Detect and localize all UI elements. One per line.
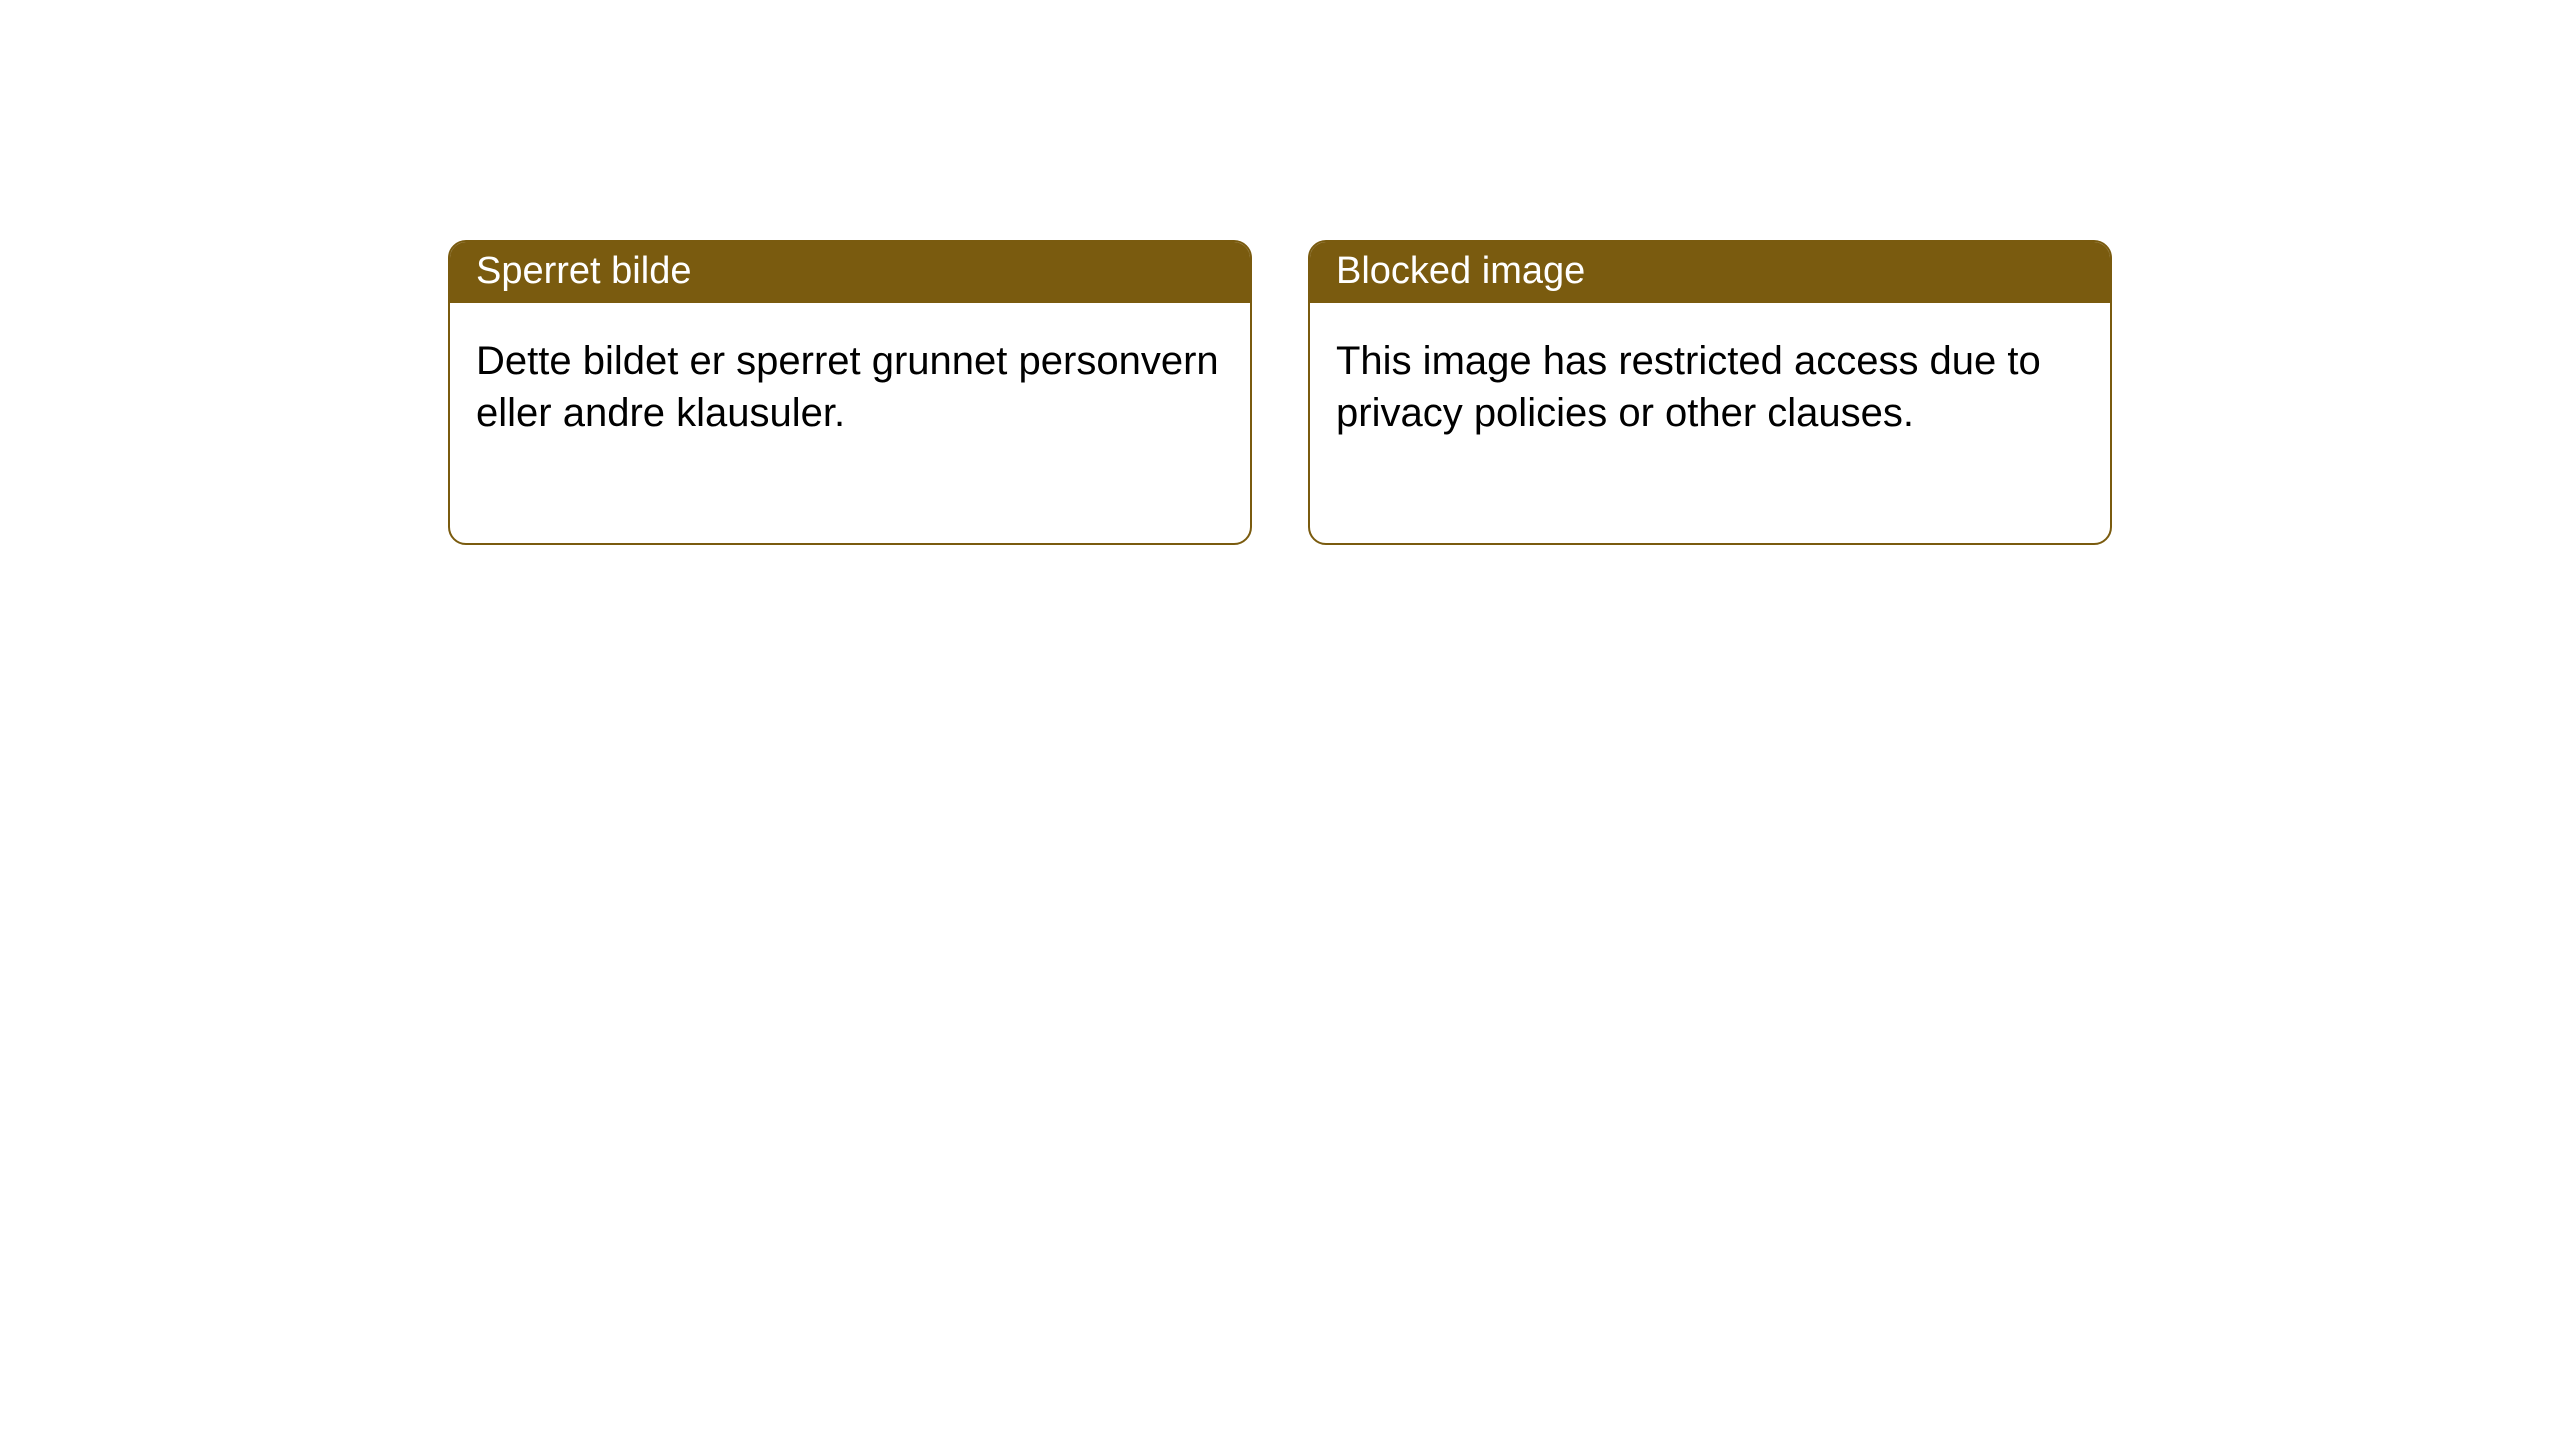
notice-title: Blocked image bbox=[1336, 250, 1585, 292]
notice-body-text: This image has restricted access due to … bbox=[1336, 339, 2041, 435]
notice-title: Sperret bilde bbox=[476, 250, 691, 292]
notice-container: Sperret bilde Dette bildet er sperret gr… bbox=[0, 0, 2560, 545]
notice-header: Sperret bilde bbox=[450, 242, 1250, 303]
notice-header: Blocked image bbox=[1310, 242, 2110, 303]
notice-body-text: Dette bildet er sperret grunnet personve… bbox=[476, 339, 1219, 435]
notice-card-english: Blocked image This image has restricted … bbox=[1308, 240, 2112, 545]
notice-body: This image has restricted access due to … bbox=[1310, 303, 2110, 543]
notice-body: Dette bildet er sperret grunnet personve… bbox=[450, 303, 1250, 543]
notice-card-norwegian: Sperret bilde Dette bildet er sperret gr… bbox=[448, 240, 1252, 545]
